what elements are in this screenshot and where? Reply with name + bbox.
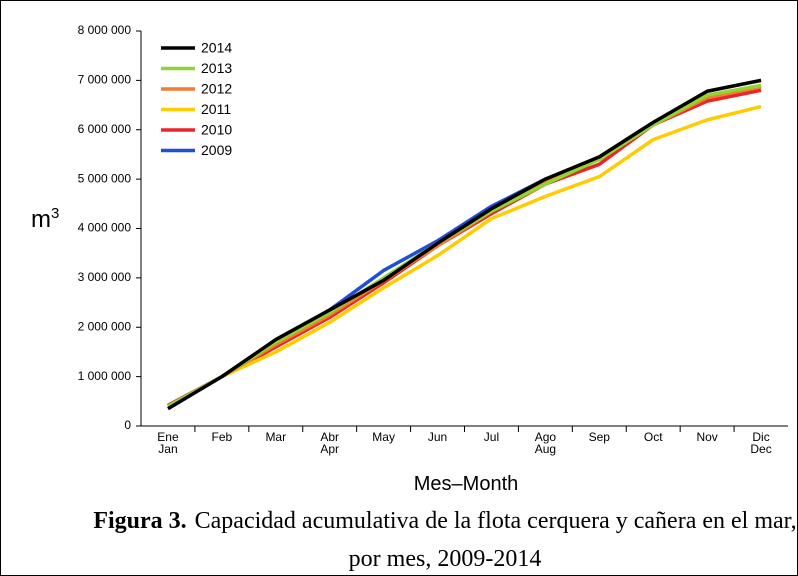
y-axis-label: m3: [31, 205, 59, 234]
x-tick-label: Oct: [643, 430, 663, 444]
series-line: [167, 104, 762, 409]
y-tick-label: 3 000 000: [78, 270, 132, 284]
y-tick-label: 0: [124, 418, 131, 432]
y-tick-label: 7 000 000: [78, 73, 132, 87]
x-tick-label: Jun: [427, 430, 448, 444]
legend-label: 2012: [201, 81, 232, 97]
y-tick-label: 4 000 000: [78, 221, 132, 235]
y-tick-label: 8 000 000: [78, 23, 132, 37]
y-label-base: m: [31, 206, 51, 233]
series-line: [167, 78, 762, 411]
legend-label: 2014: [201, 40, 232, 56]
y-tick-label: 1 000 000: [78, 369, 132, 383]
x-axis-label: Mes–Month: [413, 473, 519, 495]
x-tick-label: Abr Apr: [320, 430, 340, 456]
x-tick-label: Ene Jan: [157, 430, 179, 456]
legend-label: 2011: [201, 101, 231, 117]
series-line: [167, 88, 762, 407]
caption-label: Figura 3.: [93, 508, 187, 534]
legend-label: 2010: [201, 122, 232, 138]
y-label-superscript: 3: [51, 205, 60, 222]
y-tick-label: 2 000 000: [78, 319, 132, 333]
x-tick-label: Ago Aug: [534, 430, 557, 456]
caption-text: Capacidad acumulativa de la flota cerque…: [194, 508, 797, 572]
x-tick-label: Mar: [265, 430, 287, 444]
x-tick-label: Nov: [696, 430, 718, 444]
legend-label: 2009: [201, 142, 232, 158]
x-tick-label: Feb: [211, 430, 233, 444]
y-tick-label: 5 000 000: [78, 171, 132, 185]
legend-label: 2013: [201, 60, 232, 76]
x-tick-label: Dic Dec: [750, 430, 772, 456]
x-tick-label: May: [372, 430, 395, 444]
x-tick-label: Sep: [588, 430, 610, 444]
y-tick-label: 6 000 000: [78, 122, 132, 136]
x-tick-label: Jul: [483, 430, 500, 444]
caption: Figura 3. Capacidad acumulativa de la flo…: [93, 502, 797, 575]
